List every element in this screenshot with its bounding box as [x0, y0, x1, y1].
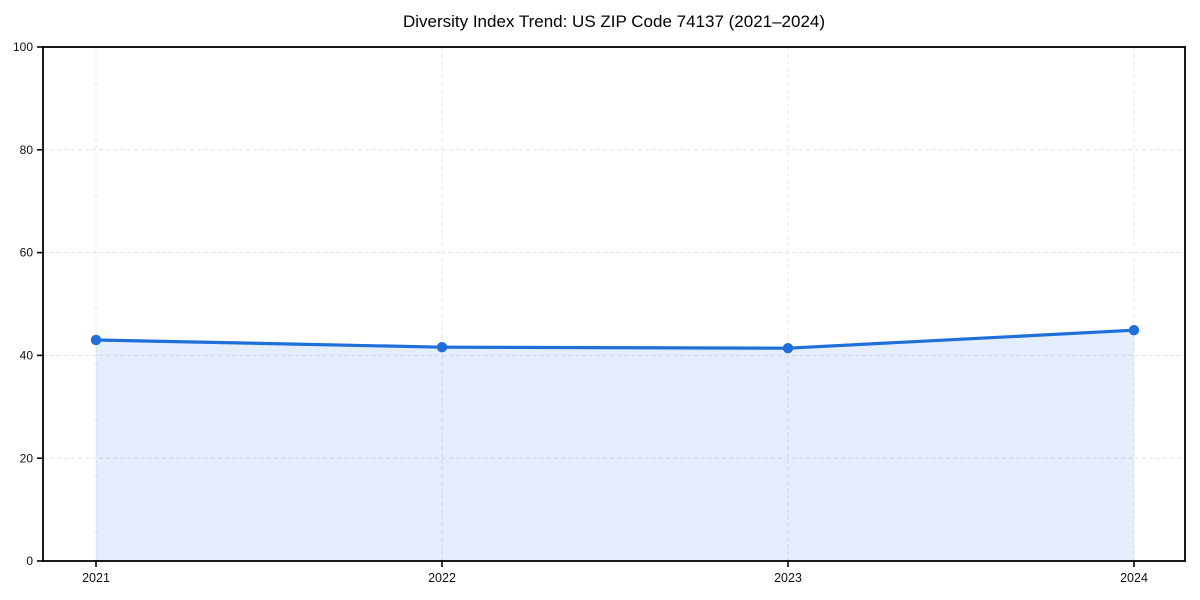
data-point-2024	[1128, 325, 1140, 336]
data-point-2023	[782, 343, 794, 354]
data-point-2022	[436, 341, 448, 353]
y-tick-label-60: 60	[20, 246, 34, 260]
area-fill	[96, 330, 1134, 561]
plot-border	[42, 46, 1186, 562]
y-tick-label-80: 80	[20, 143, 34, 157]
x-tick-label-2021: 2021	[82, 571, 110, 585]
y-tick-label-0: 0	[26, 554, 33, 568]
y-tick-label-20: 20	[20, 451, 34, 465]
trend-line	[94, 328, 1136, 350]
data-point-2021	[90, 334, 102, 346]
x-tick-label-2024: 2024	[1120, 571, 1148, 585]
x-tick-label-2023: 2023	[774, 571, 802, 585]
chart-title: Diversity Index Trend: US ZIP Code 74137…	[402, 12, 826, 31]
y-tick-label-40: 40	[20, 348, 34, 362]
x-tick-label-2022: 2022	[428, 571, 456, 585]
y-tick-label-100: 100	[13, 40, 33, 54]
